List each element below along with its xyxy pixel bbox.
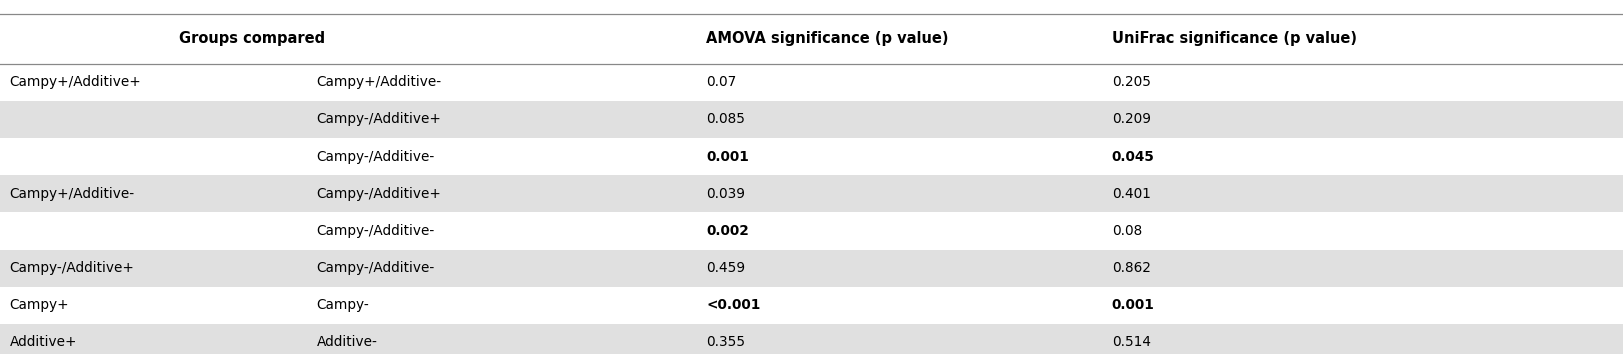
Text: 0.039: 0.039 [706,187,745,201]
Text: Campy-/Additive-: Campy-/Additive- [316,261,435,275]
Bar [0,14,1623,64]
Text: Campy+/Additive+: Campy+/Additive+ [10,75,141,89]
Text: Campy+/Additive-: Campy+/Additive- [316,75,441,89]
Text: 0.205: 0.205 [1112,75,1151,89]
Bar [0,250,1623,287]
Bar [0,212,1623,250]
Text: Campy-/Additive+: Campy-/Additive+ [316,113,441,126]
Text: Campy-: Campy- [316,298,370,312]
Text: 0.085: 0.085 [706,113,745,126]
Text: 0.355: 0.355 [706,336,745,349]
Text: <0.001: <0.001 [706,298,761,312]
Text: 0.514: 0.514 [1112,336,1151,349]
Text: Campy-/Additive-: Campy-/Additive- [316,224,435,238]
Text: 0.001: 0.001 [706,150,748,164]
Text: AMOVA significance (p value): AMOVA significance (p value) [706,32,948,46]
Text: Campy+/Additive-: Campy+/Additive- [10,187,135,201]
Bar [0,175,1623,212]
Bar [0,138,1623,175]
Text: 0.401: 0.401 [1112,187,1151,201]
Text: 0.209: 0.209 [1112,113,1151,126]
Text: Additive+: Additive+ [10,336,78,349]
Text: 0.862: 0.862 [1112,261,1151,275]
Text: UniFrac significance (p value): UniFrac significance (p value) [1112,32,1357,46]
Text: 0.08: 0.08 [1112,224,1143,238]
Text: 0.459: 0.459 [706,261,745,275]
Bar [0,101,1623,138]
Bar [0,287,1623,324]
Text: 0.07: 0.07 [706,75,737,89]
Text: Campy-/Additive-: Campy-/Additive- [316,150,435,164]
Text: Campy-/Additive+: Campy-/Additive+ [316,187,441,201]
Bar [0,64,1623,101]
Text: 0.001: 0.001 [1112,298,1154,312]
Text: 0.045: 0.045 [1112,150,1154,164]
Text: Campy+: Campy+ [10,298,70,312]
Text: 0.002: 0.002 [706,224,748,238]
Text: Groups compared: Groups compared [179,32,325,46]
Bar [0,324,1623,354]
Text: Campy-/Additive+: Campy-/Additive+ [10,261,135,275]
Text: Additive-: Additive- [316,336,378,349]
